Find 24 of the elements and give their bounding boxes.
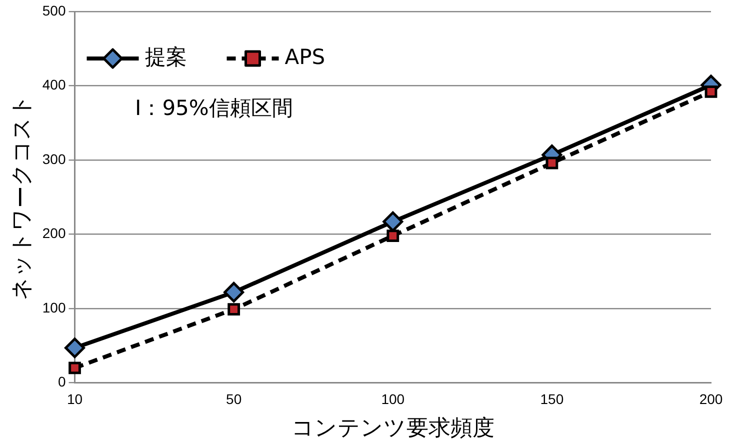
x-axis-title: コンテンツ要求頻度 [291, 414, 494, 440]
y-tick-label: 0 [58, 374, 66, 390]
point [704, 86, 718, 98]
point [382, 211, 404, 232]
point [64, 338, 86, 358]
y-tick-label: 100 [42, 299, 66, 316]
legend-label: 提案 [144, 44, 187, 69]
y-tick-label: 500 [42, 2, 66, 18]
x-tick-label: 100 [381, 391, 405, 408]
y-tick-label: 400 [42, 76, 66, 93]
point [224, 282, 244, 302]
point [228, 303, 240, 316]
x-tick-label: 10 [66, 391, 83, 408]
y-axis-title: ネットワークコスト [8, 94, 34, 300]
y-tick-label: 300 [42, 150, 66, 167]
legend-label: APS [284, 44, 326, 69]
y-tick-label: 200 [42, 225, 66, 242]
annotation: I：95%信頼区間 [135, 95, 293, 122]
point [386, 230, 400, 242]
x-tick-label: 200 [699, 391, 723, 408]
x-tick-label: 150 [540, 391, 564, 408]
x-tick-label: 50 [226, 391, 242, 408]
point [68, 362, 81, 374]
point [546, 156, 558, 170]
